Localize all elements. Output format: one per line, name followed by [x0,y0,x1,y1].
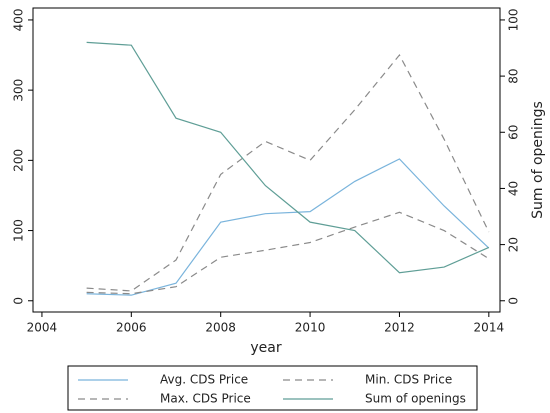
x-tick-label: 2014 [474,321,505,335]
line-series [86,53,490,292]
legend [67,365,478,411]
x-axis-title: year [250,340,281,356]
x-tick-label: 2006 [116,321,147,335]
y2-tick-label: 100 [507,8,521,31]
y2-tick-label: 20 [507,237,521,252]
y-tick-label: 300 [12,79,26,102]
x-tick-label: 2008 [205,321,236,335]
y2-axis-title: Sum of openings [530,101,546,219]
y-tick-label: 100 [12,219,26,242]
y2-tick-label: 80 [507,68,521,83]
y2-tick-label: 0 [507,297,521,305]
y-tick-label: 0 [12,297,26,305]
x-tick-label: 2012 [384,321,415,335]
x-tick-label: 2010 [295,321,326,335]
legend-label: Avg. CDS Price [160,373,248,387]
y-tick-label: 200 [12,149,26,172]
legend-label: Max. CDS Price [160,392,251,406]
y-tick-label: 400 [12,8,26,31]
y2-tick-label: 60 [507,125,521,140]
legend-label: Min. CDS Price [365,373,452,387]
line-series [86,211,490,295]
y2-tick-label: 40 [507,181,521,196]
legend-label: Sum of openings [365,392,466,406]
x-tick-label: 2004 [27,321,58,335]
line-series [86,41,490,274]
line-series [86,158,490,296]
